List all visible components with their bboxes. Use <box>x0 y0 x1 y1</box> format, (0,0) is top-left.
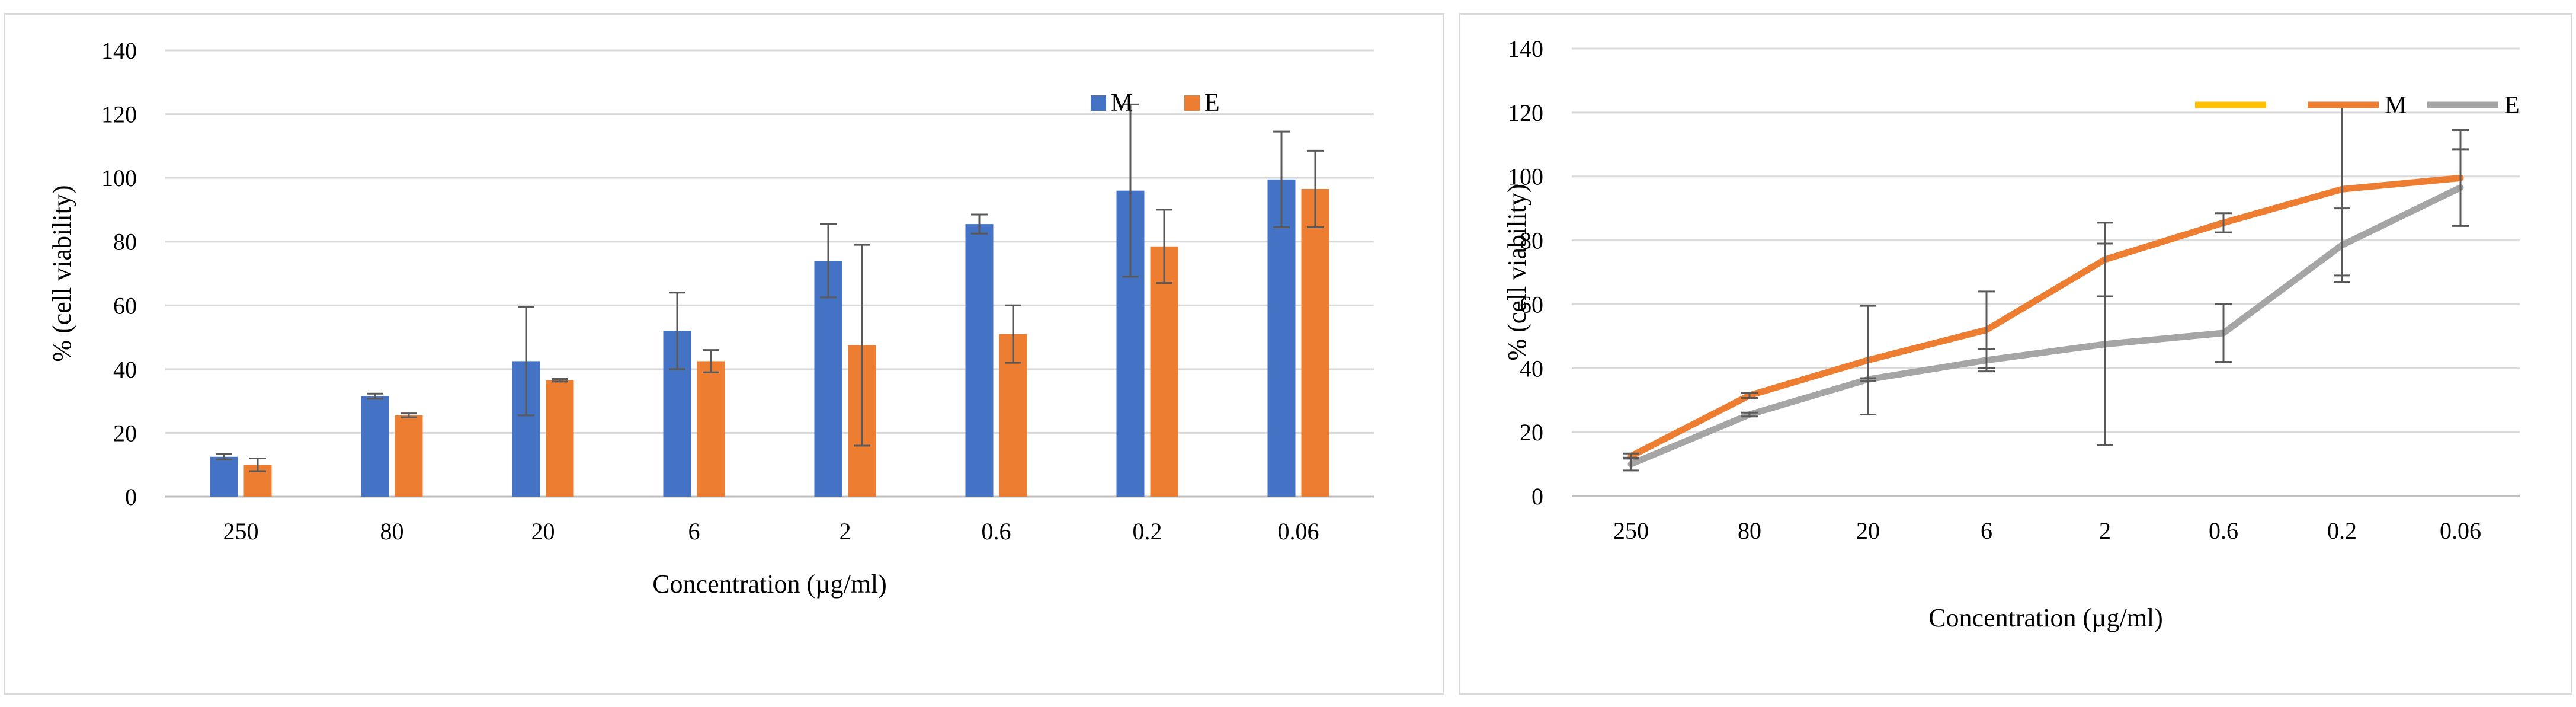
x-tick-label: 0.6 <box>982 518 1011 545</box>
x-tick-label: 80 <box>380 518 404 545</box>
y-tick-label: 80 <box>1520 228 1543 254</box>
y-tick-label: 0 <box>125 484 137 510</box>
y-tick-label: 20 <box>1520 419 1543 446</box>
bar-M <box>361 396 389 497</box>
x-tick-label: 6 <box>1981 517 1992 544</box>
bar-E <box>697 361 725 497</box>
bar-E <box>1301 188 1329 497</box>
bar-M <box>210 456 238 497</box>
y-tick-label: 120 <box>1508 100 1543 126</box>
bar-E <box>1150 246 1178 497</box>
legend-swatch-M <box>1091 95 1106 111</box>
x-axis-title: Concentration (µg/ml) <box>652 570 887 599</box>
x-tick-label: 0.06 <box>2440 517 2481 544</box>
y-tick-label: 60 <box>1520 291 1543 318</box>
bar-M <box>1267 179 1296 497</box>
x-tick-label: 80 <box>1738 517 1761 544</box>
bar-M <box>965 224 994 497</box>
line-chart-panel: 0 20 40 60 80 100 120 140 250 80 20 6 2 0.6 0.2 0.06 Con… <box>1459 13 2572 695</box>
y-tick-label: 120 <box>101 101 137 128</box>
bar-E <box>395 415 423 497</box>
y-tick-label: 100 <box>1508 164 1543 190</box>
y-tick-label: 0 <box>1531 483 1543 510</box>
y-axis-title: % (cell viability) <box>1502 184 1531 360</box>
y-tick-label: 140 <box>1508 36 1543 62</box>
bar-M <box>814 260 842 497</box>
line-chart: 0 20 40 60 80 100 120 140 250 80 20 6 2 0.6 0.2 0.06 Con… <box>1502 36 2520 632</box>
x-tick-label: 250 <box>1613 517 1649 544</box>
bar-chart: 0 20 40 60 80 100 120 140 250 80 20 6 2 0.6 0.2 0.06 Con… <box>47 37 1374 599</box>
y-tick-label: 100 <box>101 165 137 191</box>
x-tick-label: 2 <box>2099 517 2111 544</box>
legend-label-M: M <box>2385 92 2407 119</box>
x-tick-label: 0.06 <box>1278 518 1319 545</box>
y-tick-label: 40 <box>1520 355 1543 382</box>
x-tick-label: 250 <box>223 518 259 545</box>
x-tick-label: 0.2 <box>2327 517 2357 544</box>
x-tick-label: 20 <box>531 518 555 545</box>
y-tick-label: 20 <box>113 420 137 446</box>
legend-label-M: M <box>1111 89 1133 117</box>
legend-swatch-E <box>1184 95 1200 111</box>
x-tick-label: 20 <box>1856 517 1880 544</box>
y-tick-label: 140 <box>101 37 137 64</box>
bar-chart-panel: 0 20 40 60 80 100 120 140 250 80 20 6 2 0.6 0.2 0.06 Con… <box>4 13 1444 695</box>
y-axis-title: % (cell viability) <box>47 185 76 362</box>
line-series-E <box>1627 184 2464 468</box>
x-tick-label: 0.2 <box>1133 518 1162 545</box>
y-tick-label: 60 <box>113 292 137 319</box>
legend-label-E: E <box>1204 89 1220 117</box>
line-series-M <box>1627 174 2464 460</box>
y-tick-label: 80 <box>113 229 137 255</box>
x-tick-label: 0.6 <box>2209 517 2238 544</box>
x-tick-label: 6 <box>688 518 700 545</box>
y-tick-label: 40 <box>113 356 137 383</box>
legend-label-E: E <box>2504 92 2520 119</box>
x-axis-title: Concentration (µg/ml) <box>1928 603 2163 632</box>
x-tick-label: 2 <box>840 518 851 545</box>
bar-E <box>546 380 574 497</box>
